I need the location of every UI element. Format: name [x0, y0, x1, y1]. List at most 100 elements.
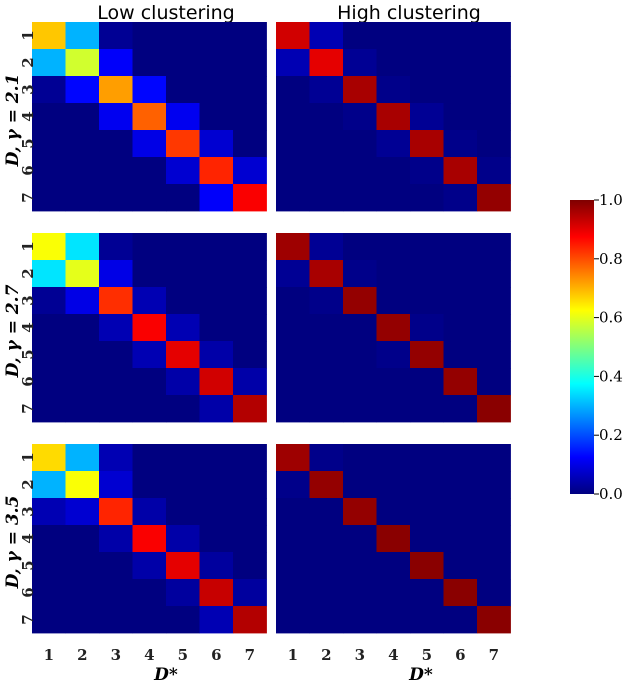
heatmap-cell: [376, 260, 411, 288]
heatmap-cell: [65, 233, 100, 261]
column-tick-label: 2: [321, 646, 331, 664]
heatmap-cell: [132, 552, 167, 580]
row-tick-label: 5: [19, 349, 37, 359]
heatmap-cell: [276, 471, 310, 499]
column-tick-label: 5: [422, 646, 432, 664]
heatmap-cell: [233, 341, 267, 369]
heatmap-cell: [477, 579, 511, 607]
heatmap-cell: [32, 552, 66, 580]
heatmap-cell: [443, 22, 478, 50]
heatmap-cell: [99, 287, 133, 315]
heatmap-cell: [166, 103, 200, 131]
heatmap-cell: [32, 260, 66, 288]
heatmap-cell: [477, 76, 511, 104]
heatmap-cell: [477, 184, 511, 212]
heatmap-cell: [233, 552, 267, 580]
heatmap-cell: [166, 368, 200, 396]
heatmap-cell: [233, 260, 267, 288]
heatmap-cell: [410, 22, 444, 50]
heatmap-cell: [233, 471, 267, 499]
heatmap-cell: [376, 287, 411, 315]
heatmap-cell: [199, 76, 234, 104]
heatmap-cell: [65, 49, 100, 77]
row-tick-label: 3: [19, 295, 37, 305]
heatmap-cell: [99, 157, 133, 185]
heatmap-cell: [309, 444, 344, 472]
row-tick-label: 4: [19, 322, 37, 332]
heatmap-cell: [443, 395, 478, 423]
heatmap-cell: [309, 471, 344, 499]
heatmap-cell: [276, 368, 310, 396]
heatmap-cell: [309, 287, 344, 315]
heatmap-cell: [477, 314, 511, 342]
heatmap-cell: [233, 395, 267, 423]
heatmap-cell: [343, 49, 377, 77]
heatmap-cell: [199, 552, 234, 580]
heatmap-cell: [443, 184, 478, 212]
heatmap-cell: [276, 49, 310, 77]
heatmap-cell: [65, 444, 100, 472]
heatmap-cell: [65, 368, 100, 396]
heatmap-cell: [166, 498, 200, 526]
heatmap-cell: [376, 130, 411, 158]
heatmap-cell: [132, 368, 167, 396]
heatmap-cell: [199, 49, 234, 77]
heatmap-cell: [410, 525, 444, 553]
heatmap-cell: [233, 498, 267, 526]
heatmap-cell: [276, 579, 310, 607]
heatmap-cell: [199, 157, 234, 185]
heatmap-cell: [410, 471, 444, 499]
colorbar-tick-label: 0.8: [599, 250, 623, 268]
heatmap-cell: [376, 552, 411, 580]
heatmap-cell: [233, 76, 267, 104]
heatmap-cell: [99, 444, 133, 472]
heatmap-cell: [166, 395, 200, 423]
heatmap-cell: [443, 471, 478, 499]
heatmap-cell: [443, 579, 478, 607]
heatmap-cell: [276, 341, 310, 369]
heatmap-panel-1-high: [276, 22, 511, 212]
heatmap-cell: [443, 76, 478, 104]
column-tick-label: 3: [111, 646, 121, 664]
heatmap-cell: [410, 103, 444, 131]
heatmap-cell: [65, 287, 100, 315]
heatmap-cell: [166, 22, 200, 50]
column-tick-label: 6: [211, 646, 221, 664]
heatmap-cell: [309, 76, 344, 104]
heatmap-cell: [443, 606, 478, 634]
row-label-1: D, γ = 2.1: [3, 74, 23, 168]
heatmap-cell: [343, 525, 377, 553]
heatmap-cell: [166, 130, 200, 158]
heatmap-cell: [443, 103, 478, 131]
heatmap-cell: [376, 103, 411, 131]
heatmap-cell: [99, 552, 133, 580]
heatmap-cell: [410, 130, 444, 158]
row-tick-label: 3: [19, 506, 37, 516]
heatmap-cell: [309, 395, 344, 423]
heatmap-cell: [132, 76, 167, 104]
heatmap-cell: [276, 444, 310, 472]
heatmap-cell: [65, 184, 100, 212]
heatmap-cell: [343, 103, 377, 131]
heatmap-cell: [309, 157, 344, 185]
heatmap-cell: [32, 341, 66, 369]
heatmap-cell: [410, 444, 444, 472]
heatmap-cell: [32, 368, 66, 396]
row-tick-label: 1: [19, 241, 37, 251]
heatmap-cell: [32, 444, 66, 472]
heatmap-cell: [376, 606, 411, 634]
heatmap-cell: [376, 157, 411, 185]
column-tick-label: 2: [77, 646, 87, 664]
heatmap-cell: [32, 498, 66, 526]
heatmap-cell: [276, 103, 310, 131]
heatmap-cell: [477, 395, 511, 423]
heatmap-cell: [65, 103, 100, 131]
heatmap-cell: [99, 525, 133, 553]
heatmap-cell: [132, 314, 167, 342]
heatmap-cell: [309, 341, 344, 369]
heatmap-cell: [65, 525, 100, 553]
row-tick-label: 7: [19, 192, 37, 202]
heatmap-cell: [166, 233, 200, 261]
heatmap-cell: [343, 22, 377, 50]
heatmap-cell: [477, 22, 511, 50]
